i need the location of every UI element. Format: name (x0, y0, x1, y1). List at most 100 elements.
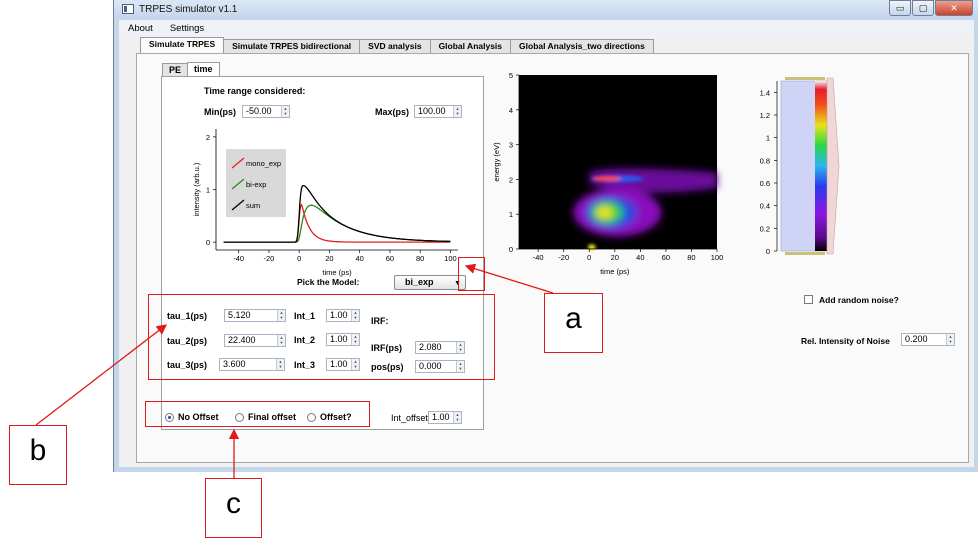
add-noise-checkbox[interactable] (804, 295, 813, 304)
tab-simulate-trpes-bidirectional[interactable]: Simulate TRPES bidirectional (223, 39, 361, 53)
annotation-label-a: a (544, 293, 603, 353)
int2-value: 1.00 (330, 334, 348, 344)
x-tick-label: 40 (356, 254, 364, 263)
model-selected-value: bi_exp (405, 277, 434, 287)
spin-arrows-icon[interactable]: ▲ ▼ (276, 359, 284, 370)
annotation-box-a (458, 257, 485, 291)
colorbar-tick-label: 0.4 (760, 202, 770, 211)
title-bar: TRPES simulator v1.1 ▭ ▢ ✕ (114, 0, 978, 20)
x-tick-label: 80 (416, 254, 424, 263)
spin-arrows-icon[interactable]: ▲ ▼ (277, 335, 285, 346)
legend-swatch (231, 199, 245, 211)
colorbar-top-slider (785, 77, 825, 80)
main-tab-bar: Simulate TRPES Simulate TRPES bidirectio… (140, 37, 654, 53)
radio-icon[interactable] (307, 412, 316, 422)
min-ps-label: Min(ps) (204, 107, 236, 117)
int3-spinbox[interactable]: 1.00 ▲ ▼ (326, 358, 360, 371)
subtab-time[interactable]: time (187, 62, 220, 77)
y-tick-label: 0 (206, 238, 210, 247)
spin-arrows-icon[interactable]: ▲ ▼ (453, 106, 461, 117)
int2-label: Int_2 (294, 335, 316, 345)
x-tick-label: -20 (264, 254, 275, 263)
menu-about[interactable]: About (128, 23, 153, 34)
annotation-box-c (145, 401, 370, 427)
spin-arrows-icon[interactable]: ▲ ▼ (946, 334, 954, 345)
maximize-button[interactable]: ▢ (912, 0, 934, 16)
heatmap-band-core (593, 176, 622, 182)
legend-swatch (231, 157, 245, 169)
irf-ps-label: IRF(ps) (371, 343, 402, 353)
pos-ps-spinbox[interactable]: 0.000 ▲ ▼ (415, 360, 465, 373)
colorbar-handle (826, 77, 840, 255)
spin-arrows-icon[interactable]: ▲ ▼ (456, 361, 464, 372)
int1-spinbox[interactable]: 1.00 ▲ ▼ (326, 309, 360, 322)
colorbar-tick-label: 0.6 (760, 179, 770, 188)
noise-intensity-spinbox[interactable]: 0.200 ▲ ▼ (901, 333, 955, 346)
x-tick-label: 100 (711, 253, 724, 262)
legend-label: bi-exp (246, 180, 266, 189)
close-button[interactable]: ✕ (935, 0, 973, 16)
annotation-box-b (148, 294, 495, 380)
y-axis-title: intensity (arb.u.) (192, 162, 201, 216)
tab-global-analysis-two-directions[interactable]: Global Analysis_two directions (510, 39, 654, 53)
max-ps-label: Max(ps) (375, 107, 410, 117)
x-tick-label: 0 (297, 254, 301, 263)
pick-model-label: Pick the Model: (297, 277, 360, 287)
min-ps-spinbox[interactable]: -50.00 ▲ ▼ (242, 105, 290, 118)
int1-label: Int_1 (294, 311, 316, 321)
app-icon (122, 4, 134, 14)
final-offset-option[interactable]: Final offset (235, 412, 296, 422)
irf-heading: IRF: (371, 316, 389, 326)
energy-time-heatmap: -40 -20 0 20 40 60 80 100 0 1 2 3 4 5 time (ps) energy … (492, 71, 724, 276)
time-range-heading: Time range considered: (204, 86, 306, 96)
heatmap-long-band (589, 168, 717, 193)
model-select[interactable]: bi_exp ▼ (394, 275, 466, 290)
tau1-spinbox[interactable]: 5.120 ▲ ▼ (224, 309, 286, 322)
min-ps-value: -50.00 (246, 106, 272, 116)
radio-icon[interactable] (235, 412, 244, 422)
subtab-pe[interactable]: PE (162, 63, 189, 77)
offset-option[interactable]: Offset? (307, 412, 352, 422)
add-noise-label: Add random noise? (819, 295, 899, 305)
legend-swatch (231, 178, 245, 190)
tau1-label: tau_1(ps) (167, 311, 208, 321)
chevron-down-icon: ▼ (454, 280, 461, 287)
max-ps-spinbox[interactable]: 100.00 ▲ ▼ (414, 105, 462, 118)
spin-arrows-icon[interactable]: ▲ ▼ (351, 334, 359, 345)
spin-arrows-icon[interactable]: ▲ ▼ (456, 342, 464, 353)
irf-ps-spinbox[interactable]: 2.080 ▲ ▼ (415, 341, 465, 354)
tau2-spinbox[interactable]: 22.400 ▲ ▼ (224, 334, 286, 347)
minimize-button[interactable]: ▭ (889, 0, 911, 16)
int3-label: Int_3 (294, 360, 316, 370)
x-axis-title: time (ps) (600, 267, 630, 276)
heatmap-blobs (573, 168, 717, 237)
spin-arrows-icon[interactable]: ▲ ▼ (281, 106, 289, 117)
int-offset-spinbox[interactable]: 1.00 ▲ ▼ (428, 411, 462, 424)
annotation-label-c: c (205, 478, 262, 538)
max-ps-value: 100.00 (418, 106, 446, 116)
y-tick-label: 1 (509, 210, 513, 219)
colorbar-strip (815, 81, 827, 251)
spin-arrows-icon[interactable]: ▲ ▼ (277, 310, 285, 321)
legend-label: mono_exp (246, 159, 281, 168)
menu-settings[interactable]: Settings (169, 23, 205, 34)
int1-value: 1.00 (330, 310, 348, 320)
tab-global-analysis[interactable]: Global Analysis (429, 39, 512, 53)
y-tick-label: 5 (509, 71, 513, 80)
colorbar-tick-label: 0.2 (760, 224, 770, 233)
x-tick-label: -40 (233, 254, 244, 263)
spin-arrows-icon[interactable]: ▲ ▼ (351, 359, 359, 370)
colorbar-tick-label: 0.8 (760, 156, 770, 165)
spin-arrows-icon[interactable]: ▲ ▼ (351, 310, 359, 321)
spin-arrows-icon[interactable]: ▲ ▼ (453, 412, 461, 423)
tab-simulate-trpes[interactable]: Simulate TRPES (140, 37, 225, 53)
colorbar-tick-label: 1.4 (760, 88, 770, 97)
y-tick-label: 0 (509, 245, 513, 254)
tab-svd-analysis[interactable]: SVD analysis (359, 39, 431, 53)
colorbar-tick-label: 1.2 (760, 111, 770, 120)
tau3-spinbox[interactable]: 3.600 ▲ ▼ (219, 358, 285, 371)
legend-box (226, 149, 286, 217)
tau2-label: tau_2(ps) (167, 336, 208, 346)
int2-spinbox[interactable]: 1.00 ▲ ▼ (326, 333, 360, 346)
final-offset-label: Final offset (248, 412, 297, 422)
